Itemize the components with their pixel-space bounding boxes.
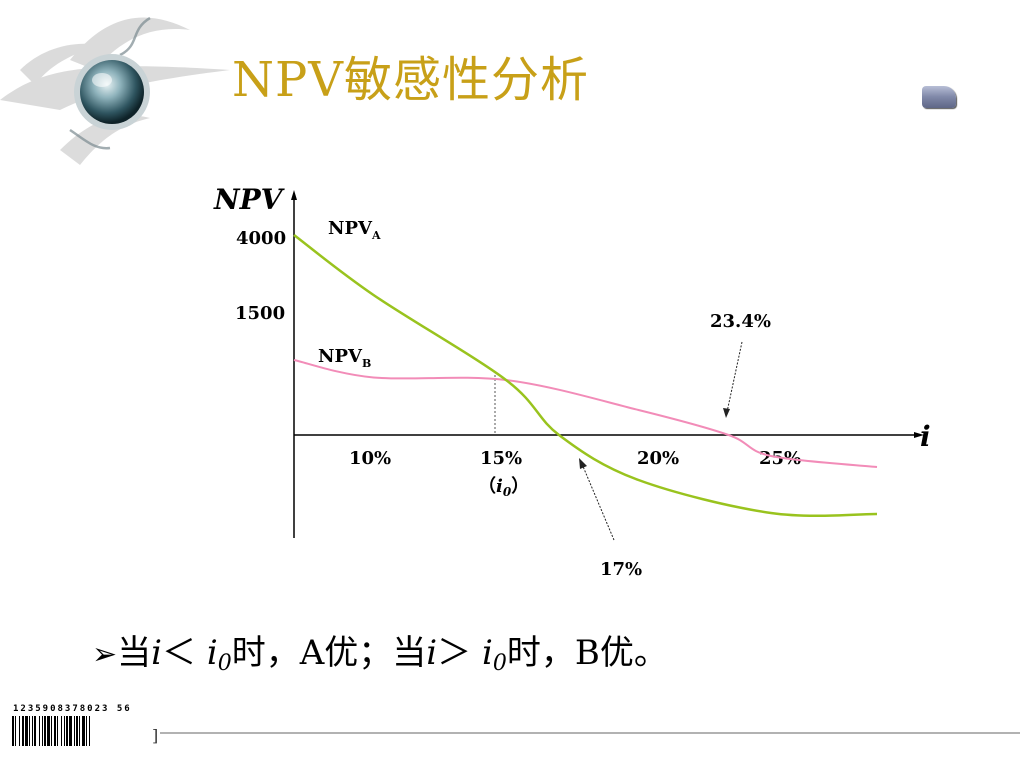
barcode-bar (12, 716, 14, 746)
barcode-bar (69, 716, 72, 746)
barcode-icon (12, 716, 90, 746)
barcode-bar (47, 716, 50, 746)
annotation-label: 17% (600, 559, 642, 580)
barcode-bar (34, 716, 36, 746)
bullet-text: ＞ (437, 633, 482, 673)
barcode-bar (79, 716, 80, 746)
x-sub-label: （i0） (478, 476, 529, 499)
next-slide-button[interactable] (922, 86, 956, 108)
barcode-bar (22, 716, 24, 746)
bullet-var: i (481, 633, 493, 673)
bullet-text: ＜ (162, 633, 207, 673)
barcode-digits: 1235908378023 56 (13, 704, 132, 714)
barcode-bar (54, 716, 56, 746)
x-tick-label: 20% (637, 448, 679, 469)
barcode-bar (89, 716, 90, 746)
barcode-bar (82, 716, 85, 746)
barcode-bar (44, 716, 46, 746)
x-axis-arrow (914, 432, 924, 438)
series-line-npva (293, 234, 878, 518)
y-axis-title: NPV (213, 183, 286, 216)
barcode-bar (25, 716, 28, 746)
bullet-subscript: 0 (217, 651, 232, 676)
bullet-text: 当 (117, 633, 152, 673)
x-tick-label: 10% (349, 448, 391, 469)
annotation-arrowhead (579, 458, 587, 469)
bullet-arrow-icon: ➢ (92, 637, 118, 672)
slide-title: NPV敏感性分析 (232, 52, 589, 108)
barcode-bar (61, 716, 62, 746)
y-tick-label: 1500 (235, 303, 285, 324)
bullet-text: 时，A优；当 (231, 633, 427, 673)
y-axis-arrow (291, 190, 297, 200)
bullet-subscript: 0 (492, 651, 507, 676)
x-tick-label: 15% (480, 448, 522, 469)
barcode-bar (66, 716, 68, 746)
bullet-var: i (151, 633, 163, 673)
barcode-bar (64, 716, 65, 746)
series-line-npvb (293, 359, 878, 468)
barcode-bar (57, 716, 58, 746)
y-tick-label: 4000 (236, 228, 286, 249)
barcode-bar (29, 716, 30, 746)
barcode-bar (32, 716, 33, 746)
barcode-bar (74, 716, 75, 746)
footer-bracket: ] (152, 726, 158, 745)
npv-chart: NPV i 4000 1500 10% 15% 20% 25% （i0） NPV… (213, 183, 931, 580)
annotation-pointer (726, 341, 743, 413)
barcode-bar (42, 716, 43, 746)
x-axis-title: i (920, 420, 931, 453)
bullet-var: i (206, 633, 218, 673)
bullet-var: i (426, 633, 438, 673)
barcode-bar (39, 716, 40, 746)
barcode-bar (86, 716, 87, 746)
barcode-bar (19, 716, 20, 746)
conclusion-bullet: ➢当i＜ i0时，A优；当i＞ i0时，B优。 (92, 625, 668, 676)
annotation-label: 23.4% (710, 311, 771, 332)
logo (0, 16, 230, 165)
barcode-bar (51, 716, 52, 746)
barcode-bar (15, 716, 16, 746)
barcode-bar (76, 716, 78, 746)
annotation-arrowhead (723, 408, 730, 418)
bullet-text: 时，B优。 (506, 633, 668, 673)
